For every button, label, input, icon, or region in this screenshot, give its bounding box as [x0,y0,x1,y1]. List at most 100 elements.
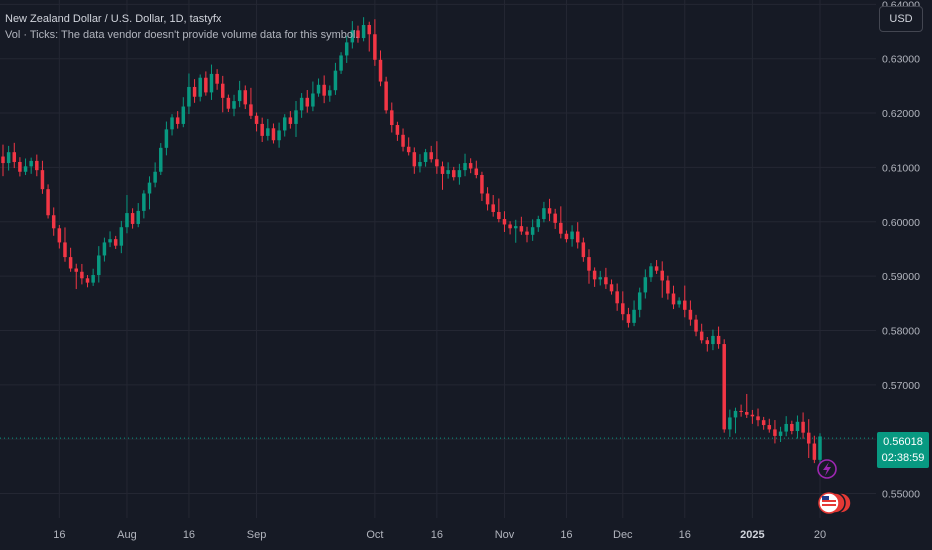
candle-body [632,309,636,323]
candle-body [35,160,39,171]
candle-body [795,421,800,432]
candle-body [592,270,597,280]
candle-body [649,266,653,278]
candle-body [373,34,377,60]
candle-body [113,239,118,246]
candle-body [29,160,33,167]
candle-body [497,211,501,220]
candle-body [575,231,580,243]
time-tick-label: 2025 [740,529,764,541]
candle-body [463,163,467,171]
candle-body [468,163,473,169]
time-tick-label: 20 [814,529,826,541]
candle-body [333,70,338,91]
candle-body [412,152,417,167]
candle-body [91,275,95,283]
price-tick-label: 0.63000 [882,54,920,66]
candle-body [722,344,726,430]
candle-body [361,25,366,39]
candle-body [175,117,180,124]
candle-body [23,166,28,172]
legend: New Zealand Dollar / U.S. Dollar, 1D, ta… [5,11,358,43]
candle-body [750,414,755,417]
candle-body [164,129,169,148]
candle-body [401,134,405,147]
candle-body [637,292,642,310]
candle-body [192,86,197,97]
candle-body [654,266,659,271]
candle-body [406,146,411,153]
candle-body [418,161,422,167]
candle-body [784,423,788,432]
candle-body [282,117,287,131]
candle-body [6,152,11,164]
candle-body [266,128,270,136]
candle-body [767,425,772,430]
plot-area[interactable] [0,0,876,518]
candle-body [204,77,208,93]
candle-body [519,226,524,232]
candle-body [130,213,135,224]
candle-body [395,125,400,135]
candle-body [435,159,439,167]
time-tick-label: Oct [366,529,383,541]
candle-body [339,55,343,71]
candle-body [153,171,157,183]
time-tick-label: Dec [613,529,633,541]
candle-body [390,110,394,126]
candle-body [778,431,783,436]
candle-body [226,97,231,109]
candle-body [277,130,281,141]
candle-body [525,231,529,235]
candle-body [773,429,777,436]
candle-body [384,81,388,111]
candle-body [40,170,45,190]
candle-body [598,277,603,280]
candle-body [761,420,766,426]
candle-body [378,59,383,82]
candle-body [806,432,811,444]
lightning-icon[interactable] [817,459,837,479]
currency-button[interactable]: USD [879,6,923,32]
candle-body [474,168,479,176]
candle-body [215,73,219,84]
candle-body [209,73,214,93]
candle-body [170,117,174,130]
candle-body [299,97,304,111]
symbol-title: New Zealand Dollar / U.S. Dollar, 1D, ta… [5,13,222,25]
price-tick-label: 0.61000 [882,162,920,174]
price-tick-label: 0.55000 [882,489,920,501]
candle-body [699,331,704,341]
candle-body [350,30,355,43]
candle-body [322,84,326,96]
time-axis[interactable]: 16 Aug 16 Sep Oct 16 Nov 16 Dec 16 2025 20 [0,518,876,550]
candle-body [745,412,749,415]
candle-body [46,189,50,216]
candle-body [570,231,574,240]
time-tick-label: Nov [495,529,515,541]
candle-body [790,423,794,432]
candle-body [457,170,462,178]
price-tick-label: 0.59000 [882,271,920,283]
candle-body [237,90,242,102]
candle-body [423,152,428,162]
candle-body [530,227,535,235]
candle-body [508,224,512,229]
candle-body [102,242,107,256]
us-flag-icon[interactable] [818,492,852,514]
candle-body [694,319,698,332]
time-tick-label: Aug [117,529,137,541]
candle-body [142,193,146,211]
candle-body [288,117,293,124]
candle-body [604,277,608,285]
candle-body [818,436,822,460]
price-tick-label: 0.57000 [882,380,920,392]
candle-body [85,278,90,283]
candle-body [452,170,456,178]
candle-body [621,303,625,315]
candle-body [1,156,5,164]
candle-body [502,219,507,225]
candle-body [356,30,360,39]
candle-body [232,101,236,109]
candle-body [440,166,445,174]
